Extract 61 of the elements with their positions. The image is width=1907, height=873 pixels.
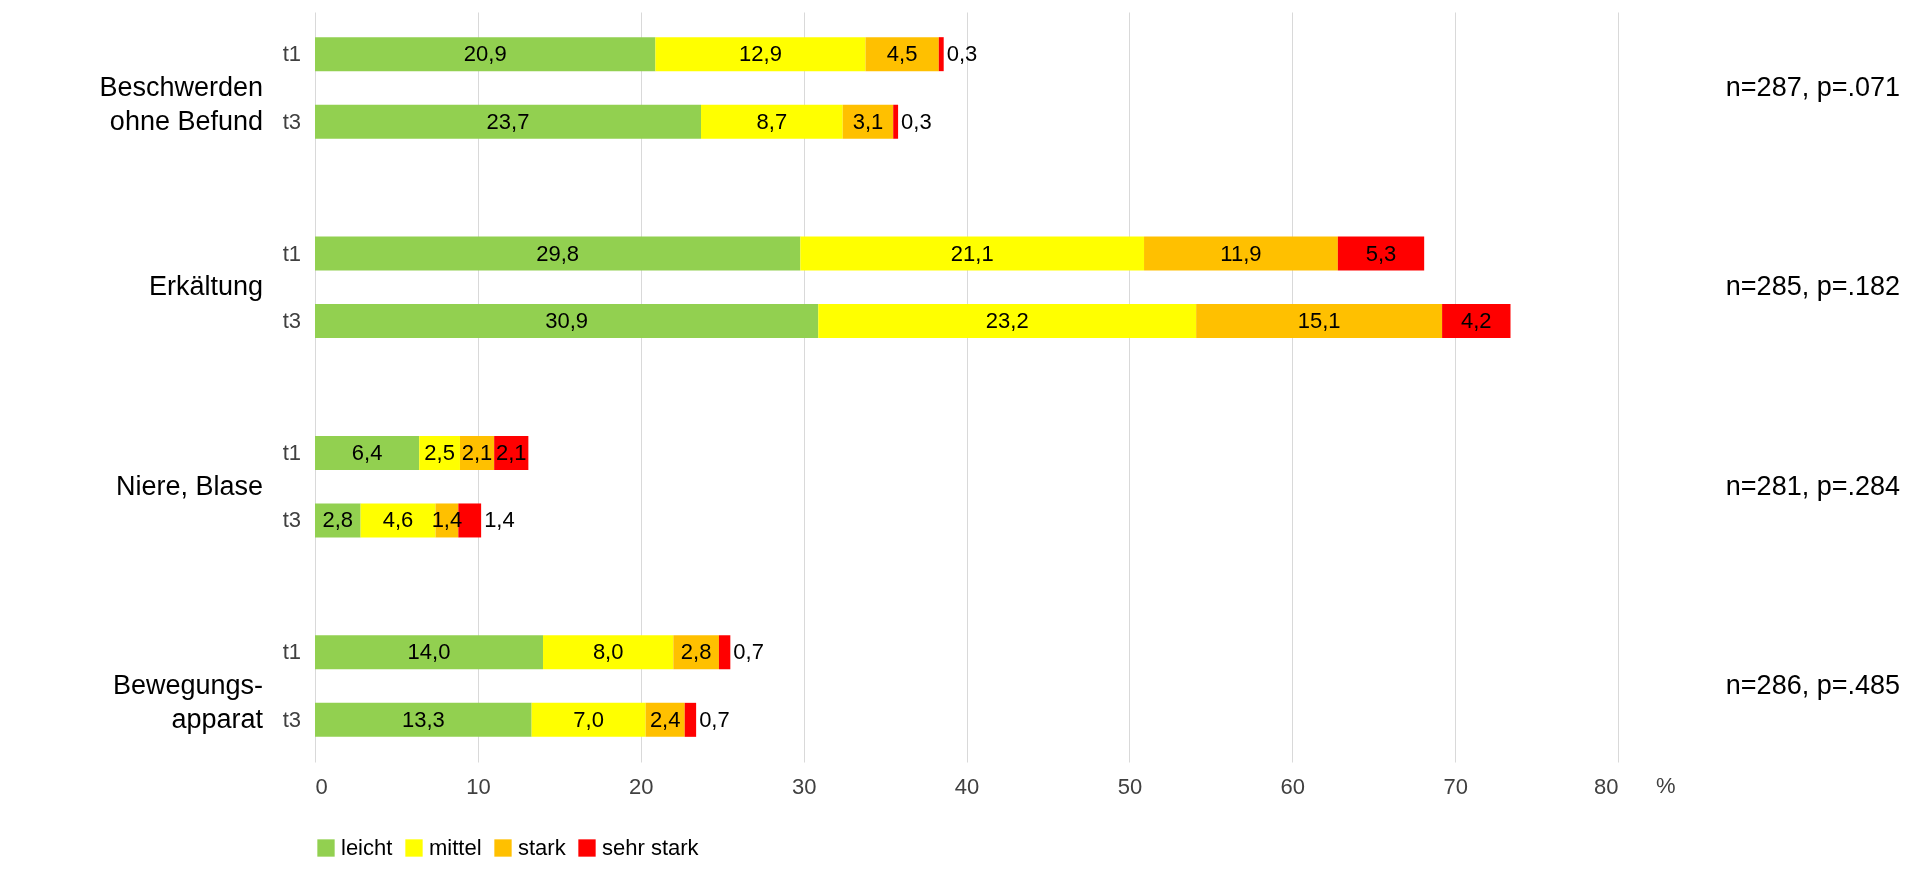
data-label: 0,3 <box>901 108 932 134</box>
x-tick-label: 80 <box>1594 773 1619 799</box>
data-label: 7,0 <box>573 706 604 732</box>
data-label: 4,5 <box>886 41 918 67</box>
data-label: 0,7 <box>699 706 730 732</box>
data-label: 2,1 <box>495 439 527 465</box>
text: Niere, Blase <box>115 470 263 501</box>
x-tick-label: 30 <box>791 773 817 799</box>
data-label: 23,2 <box>985 308 1029 334</box>
x-tick-label: 0 <box>315 773 328 799</box>
x-tick-label: 20 <box>629 773 654 799</box>
y-tick-label: t3 <box>282 706 301 732</box>
data-label: 2,8 <box>322 507 354 533</box>
data-label: 11,9 <box>1220 240 1262 266</box>
data-label: 3,1 <box>852 108 884 134</box>
data-label: 29,8 <box>536 240 580 266</box>
x-tick-label: 60 <box>1280 773 1305 799</box>
legend-label: stark <box>518 835 567 860</box>
y-tick-label: t1 <box>282 240 301 266</box>
data-label: 2,1 <box>461 439 493 465</box>
y-tick-label: t1 <box>282 41 301 67</box>
y-tick-label: t1 <box>282 639 301 665</box>
data-label: 2,4 <box>649 706 681 732</box>
data-label: 13,3 <box>401 706 445 732</box>
data-label: 0,7 <box>733 639 764 665</box>
x-tick-label: 40 <box>954 773 980 799</box>
text: n=286, p=.485 <box>1725 670 1900 701</box>
data-label: 4,6 <box>382 507 414 533</box>
text: n=285, p=.182 <box>1725 271 1900 302</box>
data-label: 2,5 <box>424 439 455 465</box>
y-tick-label: t3 <box>282 108 301 134</box>
data-label: 4,2 <box>1461 308 1492 334</box>
data-label: 8,7 <box>756 108 788 134</box>
data-label: 20,9 <box>463 41 507 67</box>
data-label: 21,1 <box>950 240 994 266</box>
data-label: 0,3 <box>946 41 978 67</box>
data-label: 6,4 <box>351 439 383 465</box>
x-tick-label: 50 <box>1117 773 1143 799</box>
text: Erkältung <box>148 271 263 302</box>
data-label: 12,9 <box>739 41 782 67</box>
data-label: 15,1 <box>1297 308 1341 334</box>
x-tick-label: 70 <box>1443 773 1468 799</box>
y-tick-label: t3 <box>282 308 301 334</box>
data-label: 14,0 <box>407 639 451 665</box>
legend-label: sehr stark <box>602 835 700 860</box>
text: n=287, p=.071 <box>1725 71 1900 102</box>
data-label: 2,8 <box>680 639 712 665</box>
data-label: 23,7 <box>486 108 530 134</box>
x-axis-title: % <box>1656 773 1676 798</box>
data-label: 8,0 <box>592 639 624 665</box>
data-label: 30,9 <box>545 308 589 334</box>
legend-label: mittel <box>429 835 482 860</box>
x-tick-label: 10 <box>466 773 491 799</box>
data-label: 5,3 <box>1365 240 1397 266</box>
data-label: 1,4 <box>484 507 515 533</box>
text: n=281, p=.284 <box>1725 470 1900 501</box>
legend-label: leicht <box>341 835 393 860</box>
y-tick-label: t3 <box>282 507 301 533</box>
text: Bewegungs- apparat <box>112 670 264 735</box>
text: Beschwerden ohne Befund <box>99 71 263 136</box>
y-tick-label: t1 <box>282 439 301 465</box>
